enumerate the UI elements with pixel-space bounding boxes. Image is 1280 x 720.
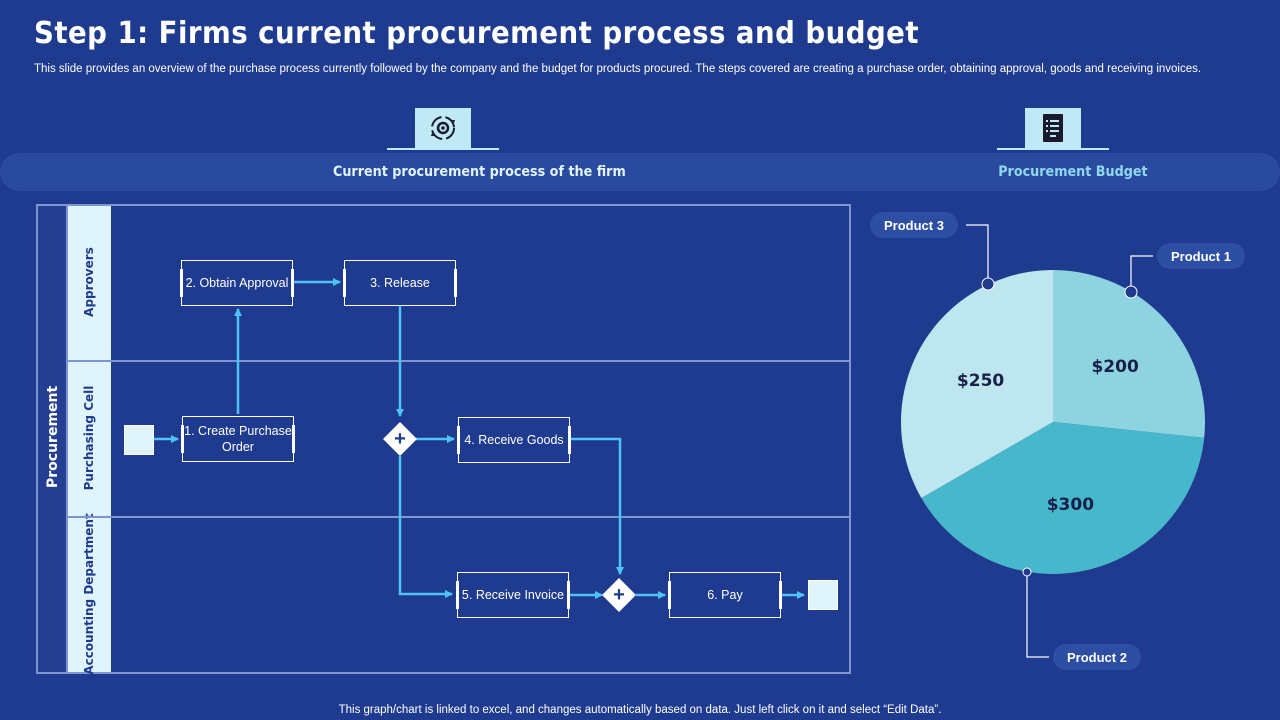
lane-divider-2	[68, 516, 850, 518]
lane-divider-1	[68, 360, 850, 362]
arrow-gateway-to-invoice	[398, 456, 453, 598]
pie-slice-product-1	[1053, 270, 1205, 438]
gateway-join-symbol: +	[613, 584, 625, 606]
end-event	[808, 580, 838, 610]
step-create-purchase-order: 1. Create Purchase Order	[181, 416, 295, 462]
footer-note: This graph/chart is linked to excel, and…	[338, 704, 942, 716]
gateway-split-symbol: +	[394, 428, 406, 450]
lane-header-approvers	[68, 206, 111, 360]
arrow-goods-to-gateway2	[570, 437, 624, 575]
budget-icon-box	[1025, 108, 1081, 148]
legend-product-1: Product 1	[1157, 243, 1245, 269]
legend-product-3: Product 3	[870, 212, 958, 238]
document-list-icon	[1043, 114, 1063, 142]
step-receive-invoice: 5. Receive Invoice	[456, 572, 570, 618]
callout-dot-product-3	[981, 277, 995, 291]
legend-product-2: Product 2	[1053, 644, 1141, 670]
step-pay: 6. Pay	[668, 572, 782, 618]
page-title: Step 1: Firms current procurement proces…	[34, 16, 919, 51]
process-pool	[36, 204, 851, 674]
budget-icon-underline	[997, 148, 1109, 150]
process-icon-box	[415, 108, 471, 148]
pie-label-product-2: $300	[1047, 495, 1094, 515]
pie-label-product-1: $200	[1091, 357, 1138, 377]
pie-label-product-3: $250	[957, 371, 1004, 391]
callout-dot-product-1	[1124, 285, 1138, 299]
gear-cycle-icon	[431, 116, 455, 140]
process-section-label: Current procurement process of the firm	[332, 164, 626, 180]
callout-line-product-1	[1130, 255, 1153, 292]
pie-slice-product-2	[921, 422, 1205, 575]
lane-header-accounting	[68, 518, 111, 672]
process-icon-underline	[387, 148, 499, 150]
step-receive-goods: 4. Receive Goods	[457, 417, 571, 463]
start-event	[124, 425, 154, 455]
pool-header	[38, 206, 68, 672]
pie-slice-product-3	[901, 270, 1053, 498]
callout-dot-product-2	[1022, 567, 1032, 577]
callout-line-product-3	[966, 224, 989, 284]
callout-line-product-2	[1026, 572, 1049, 658]
step-obtain-approval: 2. Obtain Approval	[180, 260, 294, 306]
step-release: 3. Release	[343, 260, 457, 306]
lane-header-purchasing	[68, 362, 111, 516]
budget-section-label: Procurement Budget	[998, 164, 1148, 180]
section-header-band	[0, 153, 1280, 191]
page-subtitle: This slide provides an overview of the p…	[34, 63, 1202, 75]
